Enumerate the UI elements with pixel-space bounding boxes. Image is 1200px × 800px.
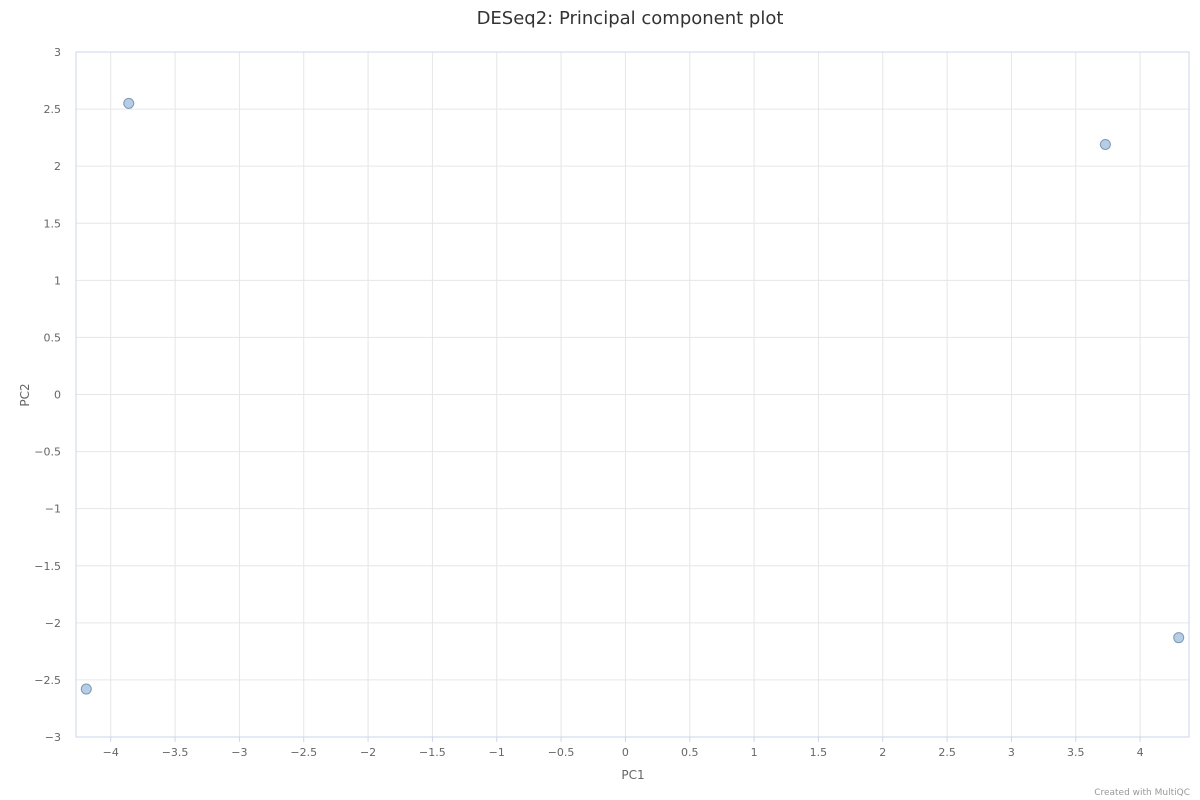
grid-lines bbox=[76, 51, 1189, 738]
scatter-point[interactable] bbox=[1099, 138, 1111, 150]
y-tick-label: 3 bbox=[54, 46, 61, 59]
x-tick-label: 4 bbox=[1137, 746, 1144, 759]
x-tick-label: 0.5 bbox=[681, 746, 699, 759]
y-tick-label: 0.5 bbox=[44, 331, 62, 344]
x-tick-label: 2 bbox=[879, 746, 886, 759]
scatter-point[interactable] bbox=[1173, 632, 1185, 644]
y-tick-label: −2 bbox=[45, 617, 61, 630]
chart-title: DESeq2: Principal component plot bbox=[477, 8, 784, 29]
y-tick-label: −3 bbox=[45, 731, 61, 744]
credit-text[interactable]: Created with MultiQC bbox=[1094, 788, 1190, 798]
x-tick-label: −2.5 bbox=[290, 746, 317, 759]
x-axis-ticks: −4 −3.5 −3 −2.5 −2 −1.5 −1 −0.5 0 0.5 1 1.5 2 2.5 3 3.5… bbox=[103, 737, 1144, 759]
y-tick-label: −1 bbox=[45, 503, 61, 516]
y-tick-label: 1 bbox=[54, 274, 61, 287]
y-tick-label: 2 bbox=[54, 160, 61, 173]
x-tick-label: −0.5 bbox=[548, 746, 575, 759]
x-tick-label: 0 bbox=[622, 746, 629, 759]
y-tick-label: −2.5 bbox=[34, 674, 61, 687]
plot-area bbox=[75, 51, 1190, 738]
y-tick-label: −0.5 bbox=[34, 446, 61, 459]
y-tick-label: −1.5 bbox=[34, 560, 61, 573]
x-axis-label: PC1 bbox=[621, 768, 644, 782]
data-points bbox=[80, 97, 1185, 695]
x-tick-label: −2 bbox=[360, 746, 376, 759]
y-tick-label: 2.5 bbox=[44, 103, 62, 116]
x-tick-label: −3 bbox=[231, 746, 247, 759]
x-tick-label: 2.5 bbox=[938, 746, 956, 759]
scatter-point[interactable] bbox=[80, 683, 92, 695]
x-tick-label: −3.5 bbox=[162, 746, 189, 759]
x-tick-label: −1.5 bbox=[419, 746, 446, 759]
x-tick-label: 1 bbox=[751, 746, 758, 759]
y-tick-label: 1.5 bbox=[44, 217, 62, 230]
scatter-point[interactable] bbox=[123, 97, 135, 109]
x-tick-label: 3.5 bbox=[1067, 746, 1085, 759]
y-axis-label: PC2 bbox=[18, 383, 32, 406]
x-tick-label: −4 bbox=[103, 746, 119, 759]
x-tick-label: 3 bbox=[1008, 746, 1015, 759]
y-axis-ticks: −3 −2.5 −2 −1.5 −1 −0.5 0 0.5 1 1.5 2 2.5 3 bbox=[34, 46, 61, 744]
y-tick-label: 0 bbox=[54, 389, 61, 402]
x-tick-label: −1 bbox=[489, 746, 505, 759]
x-tick-label: 1.5 bbox=[810, 746, 828, 759]
